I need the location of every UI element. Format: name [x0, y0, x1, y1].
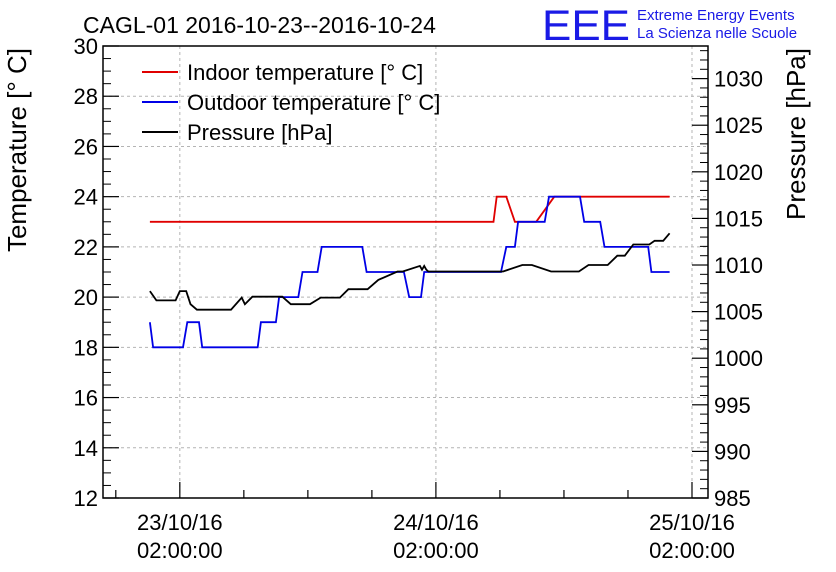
eee-logo-line2: La Scienza nelle Scuole [637, 25, 797, 42]
y-left-tick-label: 24 [74, 185, 98, 210]
y-left-tick-label: 28 [74, 84, 98, 109]
x-tick-label-time: 02:00:00 [137, 538, 223, 563]
x-tick-label-time: 02:00:00 [393, 538, 479, 563]
x-tick-label-date: 24/10/16 [393, 510, 479, 535]
legend-label-outdoor: Outdoor temperature [° C] [187, 90, 440, 115]
x-tick-label-date: 23/10/16 [137, 510, 223, 535]
y-left-tick-label: 26 [74, 134, 98, 159]
axes: 12 14 16 18 20 22 24 26 28 30 985 990 995 1000 1005 101… [74, 34, 763, 563]
x-tick-label-date: 25/10/16 [649, 510, 735, 535]
eee-logo-line1: Extreme Energy Events [637, 7, 795, 24]
series-line-outdoor [149, 195, 670, 349]
y-right-tick-label: 990 [714, 439, 751, 464]
y-right-tick-label: 1015 [714, 206, 763, 231]
legend-label-indoor: Indoor temperature [° C] [187, 60, 423, 85]
y-right-axis-label: Pressure [hPa] [781, 48, 811, 220]
y-left-tick-label: 22 [74, 235, 98, 260]
y-left-tick-label: 14 [74, 436, 98, 461]
legend: Indoor temperature [° C] Outdoor tempera… [142, 60, 440, 145]
x-tick-label-time: 02:00:00 [649, 538, 735, 563]
eee-logo: EEE Extreme Energy Events La Scienza nel… [542, 2, 797, 50]
eee-logo-mark: EEE [542, 2, 630, 50]
y-right-tick-label: 1020 [714, 160, 763, 185]
y-left-tick-label: 30 [74, 34, 98, 59]
y-left-tick-label: 18 [74, 335, 98, 360]
series-lines [149, 195, 671, 349]
y-left-tick-label: 16 [74, 386, 98, 411]
y-left-tick-label: 12 [74, 486, 98, 511]
chart-title: CAGL-01 2016-10-23--2016-10-24 [83, 12, 436, 38]
y-right-tick-label: 985 [714, 486, 751, 511]
series-line-pressure [149, 232, 671, 311]
y-right-tick-label: 1025 [714, 113, 763, 138]
y-right-tick-label: 995 [714, 393, 751, 418]
y-right-tick-label: 1030 [714, 67, 763, 92]
y-left-axis-label: Temperature [° C] [2, 48, 32, 252]
y-right-tick-label: 1000 [714, 346, 763, 371]
legend-label-pressure: Pressure [hPa] [187, 120, 333, 145]
series-line-indoor [149, 195, 670, 223]
y-left-tick-label: 20 [74, 285, 98, 310]
y-right-tick-label: 1005 [714, 300, 763, 325]
y-right-tick-label: 1010 [714, 253, 763, 278]
